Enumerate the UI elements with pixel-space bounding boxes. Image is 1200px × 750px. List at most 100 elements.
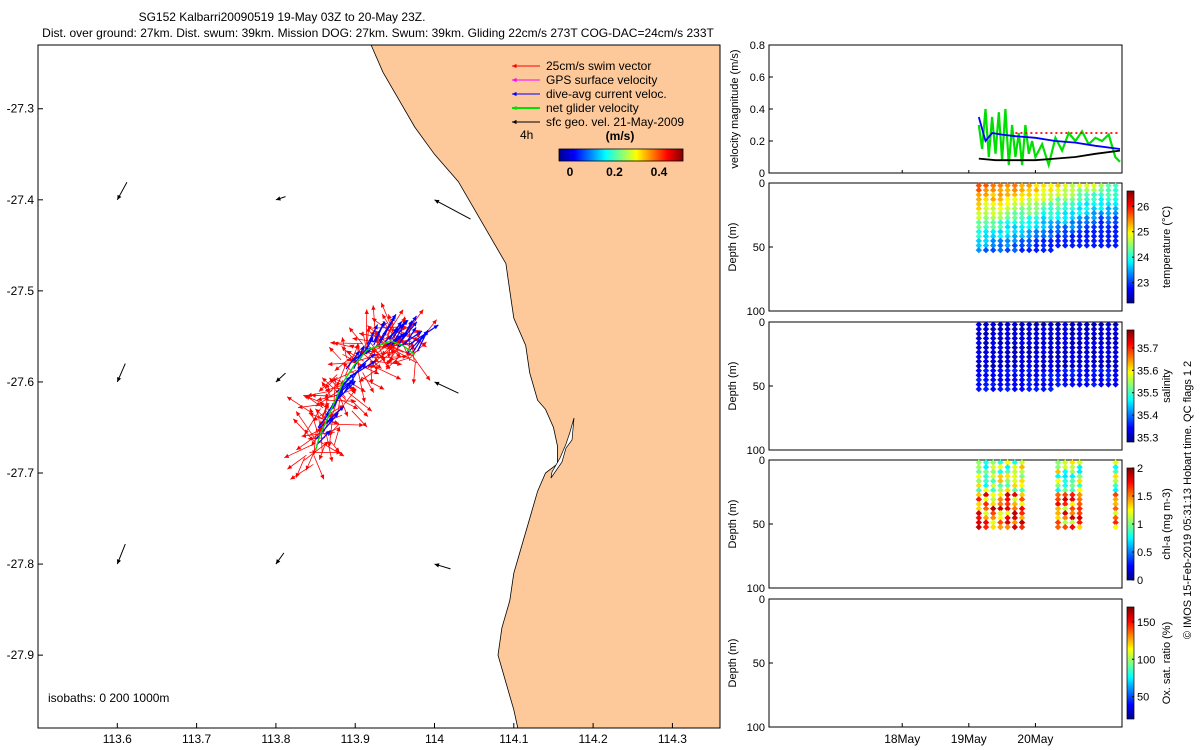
temperature-marker (1098, 223, 1105, 231)
current-vector-head (325, 430, 331, 436)
temperature-marker (1105, 233, 1112, 240)
chlorophyll-marker (982, 505, 990, 512)
salinity-marker (1069, 381, 1076, 388)
current-vector (336, 380, 356, 401)
chlorophyll-marker (1062, 505, 1069, 512)
chlorophyll-marker (1112, 519, 1119, 526)
temperature-marker (1090, 219, 1098, 226)
chlorophyll-marker (1062, 491, 1069, 499)
current-vector-head (370, 353, 376, 359)
chlorophyll-marker (1076, 487, 1083, 494)
temperature-marker (975, 246, 983, 254)
temperature-marker (1040, 205, 1047, 212)
temperature-marker (1076, 196, 1083, 203)
salinity-marker (1098, 358, 1105, 365)
swim-vector-head (421, 342, 427, 347)
salinity-marker (997, 321, 1004, 328)
salinity-marker (1040, 385, 1047, 393)
temperature-marker (982, 200, 990, 208)
swim-vector (286, 396, 313, 414)
salinity-marker (982, 367, 990, 374)
salinity-marker (1054, 349, 1062, 356)
swim-vector-head (287, 464, 293, 470)
swim-vector-head (327, 361, 333, 367)
salinity-marker (1090, 353, 1098, 361)
salinity-marker (1033, 372, 1040, 379)
temperature-marker (990, 228, 997, 235)
chlorophyll-marker (1011, 477, 1019, 485)
oxygen-y-label: Depth (m) (727, 639, 739, 688)
temperature-marker (1004, 223, 1011, 231)
temperature-marker (1018, 233, 1026, 240)
current-vector (406, 330, 429, 355)
velocity-series-line (978, 149, 1121, 162)
swim-vector-head (351, 386, 357, 391)
temperature-marker (1033, 214, 1040, 222)
salinity-marker (1105, 339, 1112, 347)
temperature-marker (1062, 214, 1069, 222)
salinity-marker (1105, 372, 1112, 379)
swim-vector-head (369, 387, 374, 393)
temperature-marker (1112, 191, 1119, 198)
temperature-marker (1112, 219, 1119, 226)
salinity-y-label: Depth (m) (727, 362, 739, 411)
temperature-marker (1047, 191, 1055, 198)
temperature-y-tick-label: 0 (759, 178, 765, 190)
velocity-y-tick-label: 0.4 (750, 104, 765, 116)
chlorophyll-marker (1069, 510, 1076, 517)
temperature-marker (1011, 223, 1019, 231)
current-vector-head (403, 320, 409, 325)
chlorophyll-marker (997, 477, 1004, 485)
salinity-marker (990, 376, 997, 384)
temperature-marker (1040, 182, 1047, 189)
salinity-marker (1018, 335, 1026, 342)
salinity-marker (990, 330, 997, 337)
temperature-marker (1083, 233, 1091, 240)
temperature-marker (1069, 233, 1076, 240)
temperature-marker (1033, 205, 1040, 212)
map-x-tick-label: 114.1 (499, 732, 528, 746)
velocity-y-tick-label: 0.8 (750, 40, 765, 52)
temperature-marker (1011, 182, 1019, 189)
current-vector-head (360, 345, 365, 351)
salinity-marker (1076, 367, 1083, 374)
temperature-marker (1112, 233, 1119, 240)
temperature-marker (975, 191, 983, 198)
salinity-marker (1054, 335, 1062, 342)
salinity-marker (975, 339, 983, 347)
chlorophyll-marker (1076, 473, 1083, 480)
salinity-marker (1069, 321, 1076, 328)
temperature-marker (1112, 205, 1119, 212)
chlorophyll-marker (1069, 496, 1076, 503)
chlorophyll-y-label: Depth (m) (727, 500, 739, 549)
temperature-marker (1026, 237, 1033, 245)
swim-vector-head (397, 361, 402, 366)
temperature-marker (1018, 205, 1026, 212)
swim-vector-head (411, 379, 417, 384)
salinity-marker (1090, 325, 1098, 333)
salinity-marker (1011, 367, 1019, 374)
salinity-marker (1062, 349, 1069, 356)
temperature-marker (1090, 200, 1098, 208)
chlorophyll-marker (1004, 510, 1011, 517)
salinity-marker (997, 353, 1004, 361)
salinity-marker (1105, 376, 1112, 384)
temperature-marker (1033, 186, 1040, 194)
salinity-marker (1047, 321, 1055, 328)
swim-vector-head (330, 340, 335, 346)
salinity-marker (990, 353, 997, 361)
swim-vector-head (309, 408, 314, 414)
salinity-marker (1018, 339, 1026, 347)
legend-arrow-head (512, 77, 517, 83)
swim-vector-head (374, 370, 380, 375)
salinity-marker (1098, 367, 1105, 374)
salinity-marker (1047, 358, 1055, 365)
temperature-marker (1004, 200, 1011, 208)
chlorophyll-marker (1011, 463, 1019, 471)
temperature-marker (975, 182, 983, 189)
swim-vector-head (328, 412, 333, 418)
salinity-marker (1083, 372, 1091, 379)
salinity-marker (1098, 381, 1105, 388)
chlorophyll-marker (990, 468, 997, 475)
temperature-colorbar (1126, 190, 1135, 304)
